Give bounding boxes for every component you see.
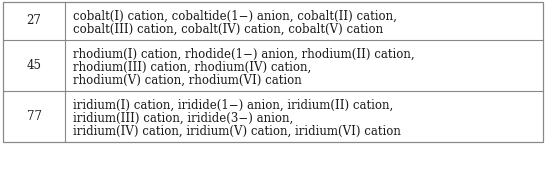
Text: iridium(IV) cation, iridium(V) cation, iridium(VI) cation: iridium(IV) cation, iridium(V) cation, i… bbox=[73, 125, 401, 138]
Text: rhodium(I) cation, rhodide(1−) anion, rhodium(II) cation,: rhodium(I) cation, rhodide(1−) anion, rh… bbox=[73, 48, 415, 61]
Text: rhodium(III) cation, rhodium(IV) cation,: rhodium(III) cation, rhodium(IV) cation, bbox=[73, 61, 311, 74]
Text: iridium(I) cation, iridide(1−) anion, iridium(II) cation,: iridium(I) cation, iridide(1−) anion, ir… bbox=[73, 99, 393, 112]
Text: 77: 77 bbox=[27, 110, 41, 123]
Text: iridium(III) cation, iridide(3−) anion,: iridium(III) cation, iridide(3−) anion, bbox=[73, 112, 293, 125]
Text: rhodium(V) cation, rhodium(VI) cation: rhodium(V) cation, rhodium(VI) cation bbox=[73, 74, 302, 87]
Text: 27: 27 bbox=[27, 14, 41, 27]
Bar bbox=[3, 2, 543, 142]
Bar bbox=[3, 2, 543, 142]
Text: cobalt(I) cation, cobaltide(1−) anion, cobalt(II) cation,: cobalt(I) cation, cobaltide(1−) anion, c… bbox=[73, 10, 397, 23]
Text: 45: 45 bbox=[27, 59, 41, 72]
Text: cobalt(III) cation, cobalt(IV) cation, cobalt(V) cation: cobalt(III) cation, cobalt(IV) cation, c… bbox=[73, 23, 383, 36]
